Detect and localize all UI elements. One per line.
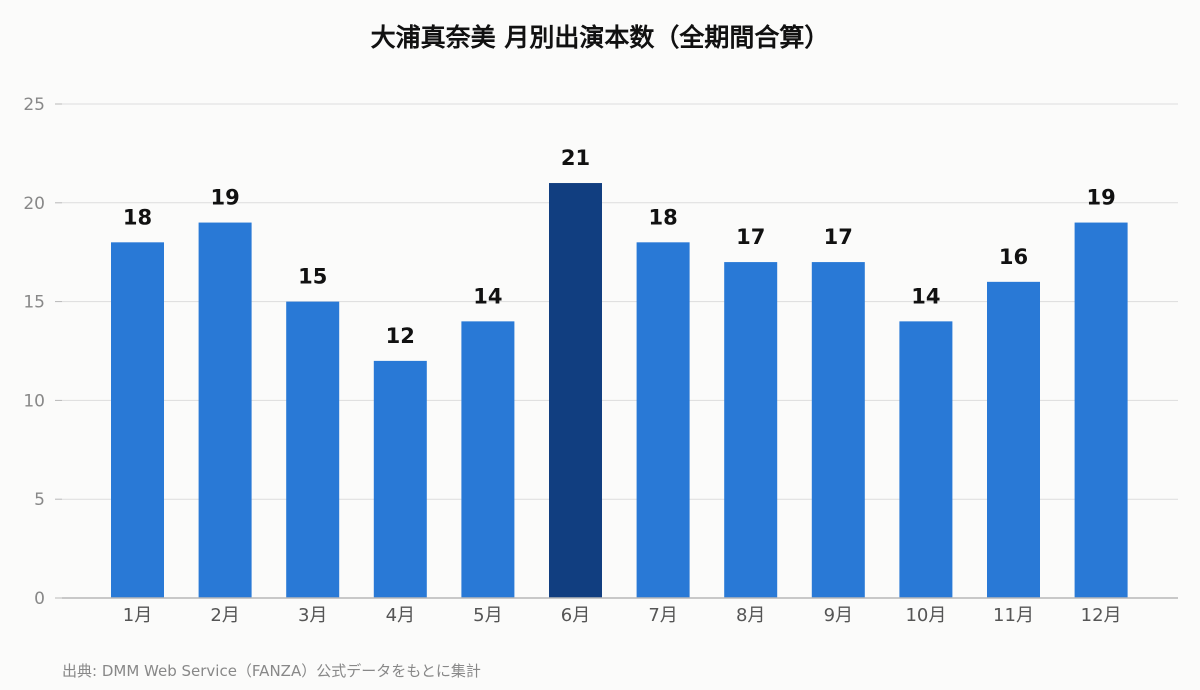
x-tick-label: 9月 xyxy=(824,605,853,626)
data-label: 18 xyxy=(648,205,677,229)
y-tick-label: 10 xyxy=(23,391,45,411)
bar xyxy=(373,360,427,598)
bar xyxy=(286,301,340,598)
bar xyxy=(198,222,252,598)
x-tick-label: 5月 xyxy=(473,605,502,626)
bar xyxy=(987,281,1040,598)
x-tick-label: 11月 xyxy=(993,605,1034,626)
x-tick-label: 8月 xyxy=(736,605,765,626)
data-label: 19 xyxy=(210,186,239,210)
y-tick-label: 0 xyxy=(34,589,45,609)
x-tick-label: 2月 xyxy=(210,605,239,626)
x-tick-label: 1月 xyxy=(123,605,152,626)
bar xyxy=(724,262,778,598)
bar xyxy=(549,183,602,599)
data-label: 12 xyxy=(386,324,415,348)
source-note: 出典: DMM Web Service（FANZA）公式データをもとに集計 xyxy=(62,662,481,680)
bar xyxy=(811,262,865,598)
data-label: 16 xyxy=(999,245,1028,269)
y-tick-label: 15 xyxy=(23,293,45,313)
bar xyxy=(461,321,515,598)
x-tick-label: 6月 xyxy=(561,605,590,626)
data-label: 15 xyxy=(298,265,327,289)
x-tick-label: 10月 xyxy=(905,605,946,626)
bar xyxy=(111,242,164,598)
bar xyxy=(636,242,690,598)
x-tick-label: 12月 xyxy=(1081,605,1122,626)
data-label: 19 xyxy=(1086,186,1115,210)
data-label: 17 xyxy=(824,225,853,249)
x-tick-label: 7月 xyxy=(648,605,677,626)
y-tick-label: 5 xyxy=(34,490,45,510)
data-label: 14 xyxy=(911,284,940,308)
data-label: 17 xyxy=(736,225,765,249)
x-tick-label: 4月 xyxy=(386,605,415,626)
chart-title: 大浦真奈美 月別出演本数（全期間合算） xyxy=(370,23,830,52)
bar xyxy=(899,321,953,598)
data-label: 18 xyxy=(123,205,152,229)
bar xyxy=(1074,222,1128,598)
data-label: 21 xyxy=(561,146,590,170)
x-tick-label: 3月 xyxy=(298,605,327,626)
data-label: 14 xyxy=(473,284,502,308)
y-tick-label: 25 xyxy=(23,95,45,115)
y-tick-label: 20 xyxy=(23,194,45,214)
